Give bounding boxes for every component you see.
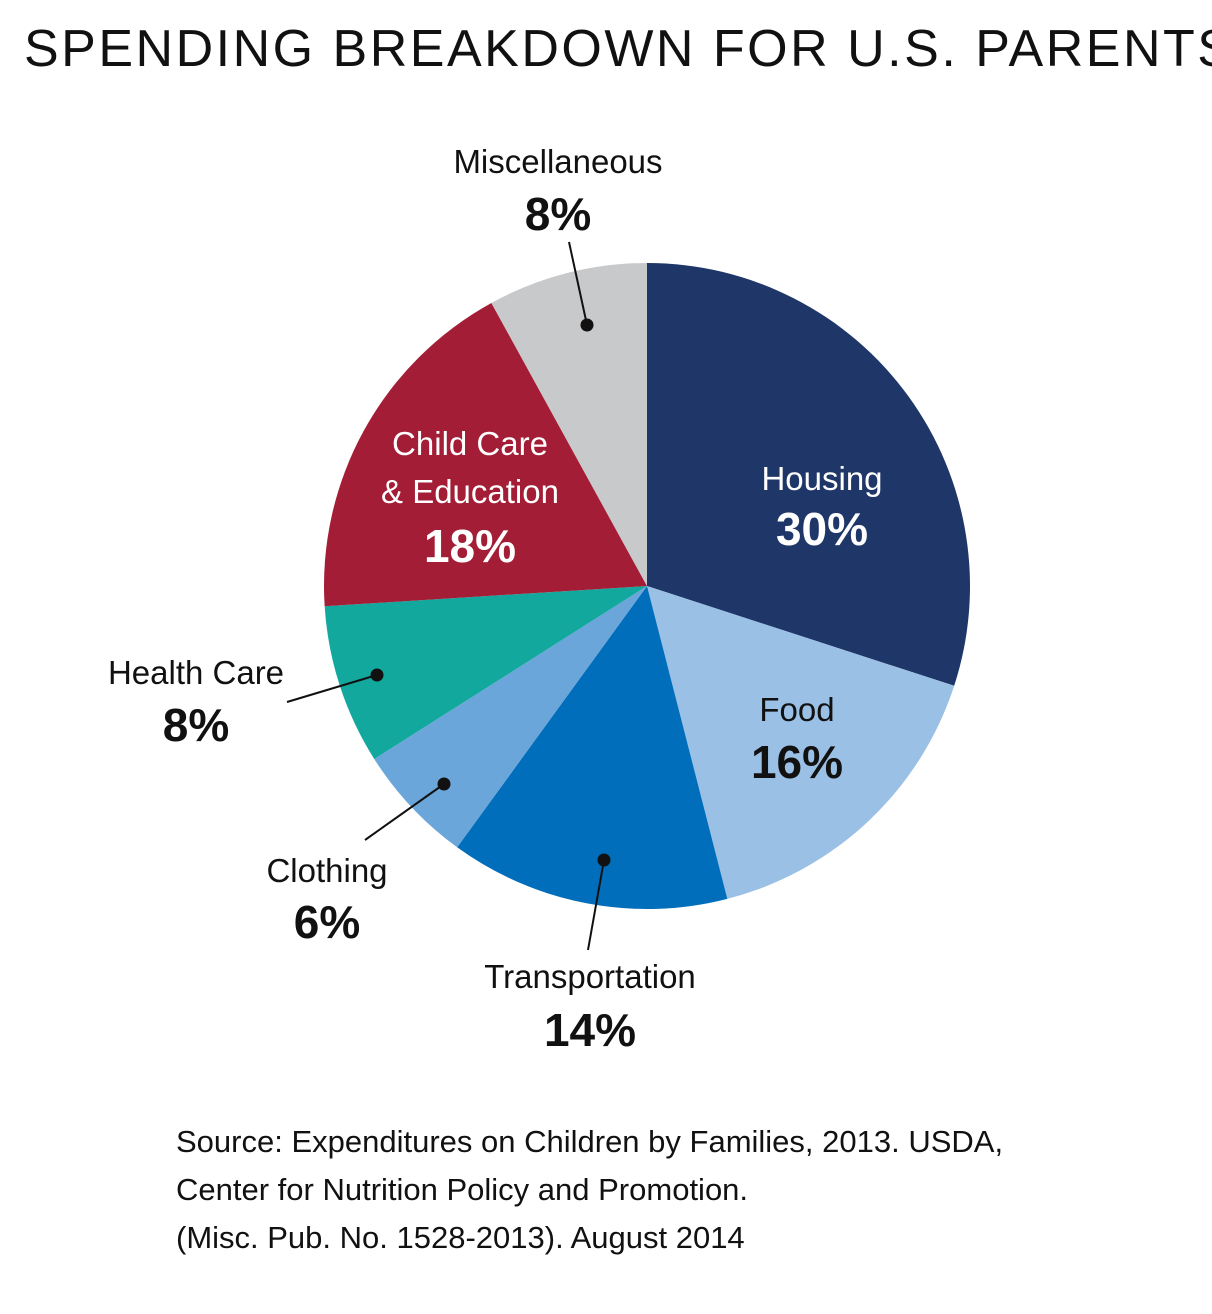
source-line: Source: Expenditures on Children by Fami…: [176, 1124, 1004, 1159]
pie-slice-miscellaneous: [491, 263, 647, 586]
slice-value-child-care-education: 18%: [424, 520, 516, 572]
pie-slice-food: [647, 586, 955, 899]
leader-line-transportation: [587, 859, 605, 951]
leader-dot-transportation: [597, 853, 611, 867]
leader-line-clothing: [364, 783, 445, 841]
leader-lines: [286, 241, 611, 951]
slice-label-clothing: Clothing: [266, 852, 387, 889]
slice-label-child-care-education: & Education: [381, 473, 559, 510]
source-line: Center for Nutrition Policy and Promotio…: [176, 1172, 749, 1207]
leader-dot-health-care: [370, 668, 384, 682]
leader-line-miscellaneous: [568, 241, 588, 326]
slice-label-miscellaneous: Miscellaneous: [453, 143, 662, 180]
slice-label-transportation: Transportation: [484, 958, 696, 995]
slice-value-housing: 30%: [776, 503, 868, 555]
pie-slice-housing: [647, 263, 970, 686]
leader-line-health-care: [286, 674, 378, 703]
slice-label-health-care: Health Care: [108, 654, 284, 691]
pie-slice-child-care-education: [324, 302, 647, 607]
slice-value-miscellaneous: 8%: [525, 188, 591, 240]
slice-label-housing: Housing: [761, 460, 882, 497]
leader-dot-clothing: [437, 777, 451, 791]
leader-dot-miscellaneous: [580, 318, 594, 332]
source-note: Source: Expenditures on Children by Fami…: [176, 1118, 1176, 1262]
source-line: (Misc. Pub. No. 1528-2013). August 2014: [176, 1220, 745, 1255]
slice-labels: Housing 30% Food 16% Transportation 14% Clothi…: [108, 143, 883, 1056]
slice-value-clothing: 6%: [294, 896, 360, 948]
slice-label-child-care-education: Child Care: [392, 425, 548, 462]
pie-slices: [324, 263, 970, 909]
slice-value-food: 16%: [751, 736, 843, 788]
slice-label-food: Food: [759, 691, 834, 728]
pie-slice-transportation: [457, 586, 728, 909]
pie-slice-health-care: [324, 586, 647, 760]
slice-value-health-care: 8%: [163, 699, 229, 751]
slice-value-transportation: 14%: [544, 1004, 636, 1056]
chart-title: SPENDING BREAKDOWN FOR U.S. PARENTS: [24, 20, 1212, 78]
